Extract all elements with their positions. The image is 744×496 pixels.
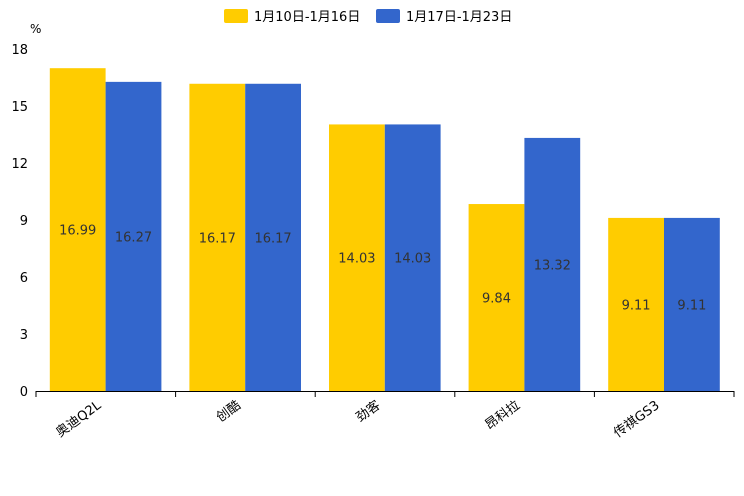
x-category-label: 创酷 bbox=[214, 398, 244, 425]
x-category-label: 昂科拉 bbox=[483, 398, 523, 433]
x-category-label: 劲客 bbox=[353, 397, 383, 425]
legend-swatch-1[interactable] bbox=[224, 9, 248, 23]
data-label-s1-2: 16.17 bbox=[199, 231, 236, 246]
bar-s1-4[interactable] bbox=[468, 204, 525, 391]
y-axis-unit-label: % bbox=[30, 22, 41, 36]
legend: 1月10日-1月16日 1月17日-1月23日 bbox=[224, 9, 512, 25]
bar-s2-4[interactable] bbox=[524, 137, 581, 391]
bars bbox=[49, 68, 720, 392]
data-label-s1-5: 9.11 bbox=[622, 298, 651, 313]
bar-s2-3[interactable] bbox=[384, 124, 441, 392]
bar-s2-5[interactable] bbox=[664, 217, 720, 391]
y-tick-label: 9 bbox=[20, 214, 28, 229]
data-label-s1-1: 16.99 bbox=[59, 224, 96, 239]
data-label-s2-5: 9.11 bbox=[677, 298, 706, 313]
data-label-s2-3: 14.03 bbox=[394, 252, 431, 267]
legend-label-2[interactable]: 1月17日-1月23日 bbox=[406, 10, 512, 25]
data-label-s2-4: 13.32 bbox=[534, 258, 571, 273]
y-tick-label: 6 bbox=[20, 271, 28, 286]
y-tick-label: 15 bbox=[11, 100, 28, 115]
x-category-label: 传祺GS3 bbox=[611, 398, 662, 441]
bar-s1-2[interactable] bbox=[189, 83, 246, 392]
data-labels: 16.99 16.27 16.17 16.17 14.03 14.03 9.84 13.32 9… bbox=[59, 224, 706, 314]
x-category-label: 奥迪Q2L bbox=[53, 398, 104, 441]
legend-swatch-2[interactable] bbox=[376, 9, 400, 23]
bar-s2-1[interactable] bbox=[105, 81, 162, 392]
bar-s1-5[interactable] bbox=[608, 217, 664, 391]
data-label-s2-1: 16.27 bbox=[115, 230, 152, 245]
y-tick-label: 18 bbox=[11, 43, 28, 58]
legend-label-1[interactable]: 1月10日-1月16日 bbox=[254, 10, 360, 25]
x-axis: 奥迪Q2L 创酷 劲客 昂科拉 传祺GS3 bbox=[35, 391, 735, 441]
bar-s2-2[interactable] bbox=[245, 83, 301, 392]
y-axis: % 0 3 6 9 12 15 18 bbox=[11, 22, 41, 400]
bar-s1-1[interactable] bbox=[49, 68, 106, 391]
y-tick-label: 0 bbox=[20, 385, 28, 400]
bar-s1-3[interactable] bbox=[329, 124, 385, 392]
data-label-s2-2: 16.17 bbox=[254, 231, 291, 246]
data-label-s1-4: 9.84 bbox=[482, 292, 511, 307]
data-label-s1-3: 14.03 bbox=[338, 252, 375, 267]
y-tick-label: 3 bbox=[20, 328, 28, 343]
y-tick-label: 12 bbox=[11, 157, 28, 172]
